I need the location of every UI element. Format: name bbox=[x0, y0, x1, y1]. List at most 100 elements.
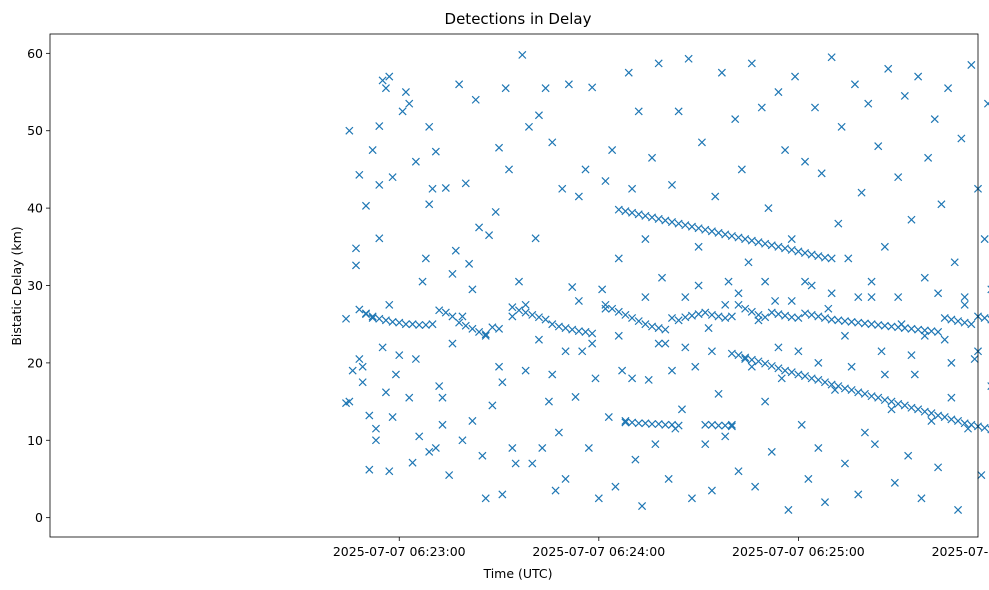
data-point bbox=[644, 375, 653, 384]
data-point bbox=[934, 411, 943, 420]
data-point bbox=[614, 254, 623, 263]
data-point bbox=[907, 215, 916, 224]
data-point bbox=[937, 200, 946, 209]
data-point bbox=[980, 235, 989, 244]
data-point bbox=[934, 327, 943, 336]
data-point bbox=[378, 76, 387, 85]
data-point bbox=[361, 309, 371, 318]
data-point bbox=[428, 320, 437, 329]
data-point bbox=[438, 420, 447, 429]
data-point bbox=[667, 313, 677, 323]
data-point bbox=[438, 393, 447, 402]
data-point bbox=[724, 277, 733, 286]
data-point bbox=[398, 107, 407, 116]
data-point bbox=[674, 316, 683, 325]
data-point bbox=[488, 323, 497, 332]
data-point bbox=[787, 368, 796, 377]
data-point bbox=[894, 323, 903, 332]
data-point bbox=[934, 463, 943, 472]
data-point bbox=[634, 210, 643, 219]
data-point bbox=[747, 362, 756, 371]
data-point bbox=[774, 343, 783, 352]
data-point bbox=[554, 322, 563, 331]
data-point bbox=[807, 281, 816, 290]
y-axis-label: Bistatic Delay (km) bbox=[9, 226, 24, 345]
data-point bbox=[840, 331, 849, 340]
data-point bbox=[714, 312, 723, 321]
data-point bbox=[681, 313, 690, 322]
data-point bbox=[747, 59, 756, 68]
data-point bbox=[940, 413, 949, 422]
data-point bbox=[561, 474, 570, 483]
data-point bbox=[761, 359, 770, 368]
y-tick-label: 40 bbox=[27, 201, 43, 216]
data-point bbox=[827, 380, 836, 389]
data-point bbox=[834, 316, 843, 325]
data-point bbox=[874, 320, 883, 329]
data-point bbox=[445, 471, 454, 480]
data-point bbox=[747, 236, 756, 245]
data-point bbox=[614, 205, 623, 214]
data-point bbox=[854, 388, 863, 397]
data-point bbox=[654, 339, 663, 348]
data-point bbox=[495, 143, 504, 152]
data-point bbox=[721, 300, 730, 309]
data-point bbox=[371, 436, 380, 445]
data-point bbox=[927, 416, 936, 425]
data-point bbox=[801, 277, 810, 286]
data-point bbox=[621, 416, 630, 425]
data-point bbox=[641, 293, 650, 302]
data-point bbox=[641, 419, 650, 428]
data-point bbox=[521, 366, 530, 375]
data-point bbox=[927, 327, 936, 336]
y-tick-label: 10 bbox=[27, 433, 43, 448]
data-point bbox=[840, 317, 849, 326]
data-point bbox=[727, 420, 736, 429]
data-point bbox=[381, 316, 390, 325]
data-point bbox=[634, 419, 643, 428]
data-point bbox=[714, 228, 723, 237]
data-point bbox=[345, 126, 354, 135]
data-point bbox=[401, 320, 410, 329]
data-point bbox=[867, 293, 876, 302]
data-point bbox=[351, 244, 361, 253]
data-point bbox=[787, 245, 796, 254]
data-point bbox=[428, 184, 437, 193]
data-point bbox=[365, 465, 374, 474]
data-point bbox=[385, 467, 394, 476]
data-point bbox=[801, 248, 810, 258]
data-point bbox=[960, 300, 969, 309]
data-point bbox=[551, 486, 560, 495]
data-point bbox=[747, 307, 756, 316]
data-point bbox=[900, 91, 909, 100]
data-point bbox=[475, 327, 484, 336]
data-point bbox=[528, 459, 537, 468]
data-point bbox=[794, 313, 803, 323]
data-point bbox=[558, 184, 567, 193]
data-point bbox=[614, 307, 623, 316]
data-point bbox=[787, 313, 796, 322]
data-point bbox=[491, 207, 500, 217]
data-point bbox=[504, 165, 514, 174]
data-point bbox=[694, 242, 703, 251]
data-point bbox=[721, 432, 730, 441]
data-point bbox=[774, 242, 783, 251]
data-point bbox=[511, 459, 520, 468]
data-point bbox=[691, 362, 700, 371]
data-point bbox=[391, 370, 400, 379]
data-point bbox=[767, 447, 776, 456]
data-point bbox=[471, 95, 480, 104]
data-point bbox=[834, 219, 843, 228]
data-point bbox=[767, 361, 776, 371]
data-point bbox=[764, 204, 773, 213]
data-point bbox=[954, 416, 963, 425]
data-point bbox=[425, 200, 434, 209]
data-point bbox=[498, 378, 507, 387]
data-point bbox=[534, 313, 543, 322]
data-point bbox=[561, 347, 570, 356]
data-point bbox=[857, 188, 866, 197]
data-point bbox=[628, 374, 637, 383]
data-point bbox=[854, 293, 863, 302]
data-point bbox=[648, 322, 657, 331]
data-point bbox=[784, 505, 793, 514]
